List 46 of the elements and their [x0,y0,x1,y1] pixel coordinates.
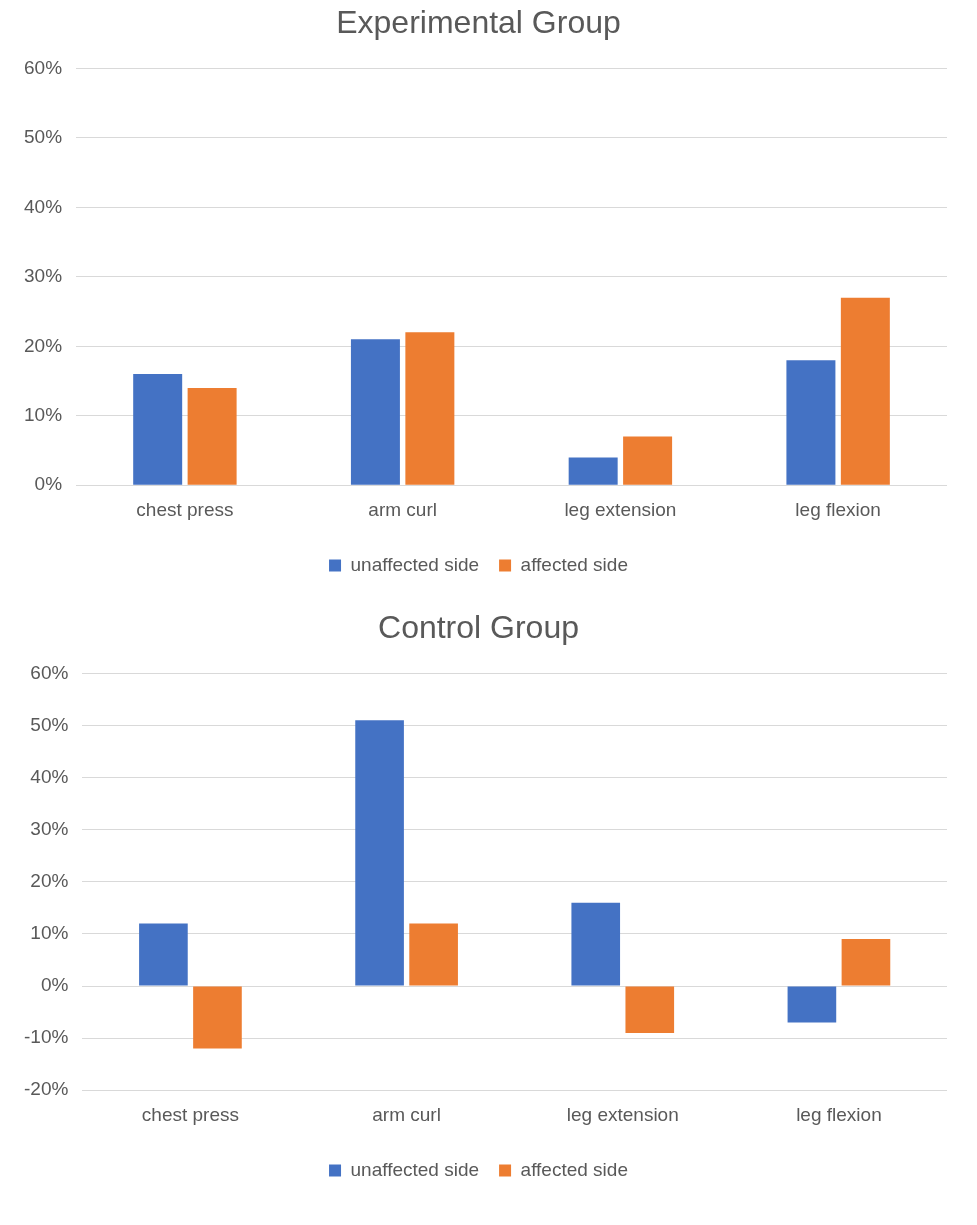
y-tick-label: 0% [40,974,69,996]
y-tick-label: 60% [24,56,63,78]
bar [840,297,890,485]
x-tick-label: leg extension [564,498,677,520]
y-tick-label: -10% [24,1026,69,1048]
legend-label: unaffected side [350,1158,480,1180]
x-tick-label: chest press [141,1103,240,1125]
bar [571,902,621,986]
bar [405,332,455,485]
bar [409,923,458,986]
bar [568,457,618,485]
x-tick-label: leg flexion [796,1103,882,1125]
y-tick-label: 30% [30,817,69,839]
chart-title: Experimental Group [336,4,621,41]
y-tick-label: 50% [24,126,63,148]
bar [625,986,675,1033]
y-tick-label: 50% [30,713,69,735]
legend-label: unaffected side [350,553,480,575]
x-tick-label: arm curl [372,1103,441,1125]
bar [355,720,404,986]
x-tick-label: leg flexion [795,498,881,520]
y-tick-label: 20% [24,334,63,356]
bar [787,986,837,1023]
legend-label: affected side [520,553,628,575]
x-tick-label: chest press [136,498,234,520]
chart-title: Control Group [378,609,579,646]
legend-label: affected side [520,1158,628,1180]
y-tick-label: 40% [30,765,69,787]
bar [623,436,673,485]
bar [139,923,188,986]
y-tick-label: 40% [24,195,63,217]
x-tick-label: leg extension [566,1103,679,1125]
y-tick-label: 30% [24,265,63,287]
y-tick-label: 10% [24,403,63,425]
y-tick-label: 10% [30,922,69,944]
y-tick-label: 0% [34,473,63,495]
bar [350,339,400,485]
bar [187,387,237,485]
bar [841,939,891,986]
y-tick-label: 20% [30,870,69,892]
bar [193,986,242,1049]
y-tick-label: 60% [30,661,69,683]
y-tick-label: -20% [24,1078,69,1100]
bar [786,360,836,485]
x-tick-label: arm curl [368,498,437,520]
bar [133,374,183,485]
